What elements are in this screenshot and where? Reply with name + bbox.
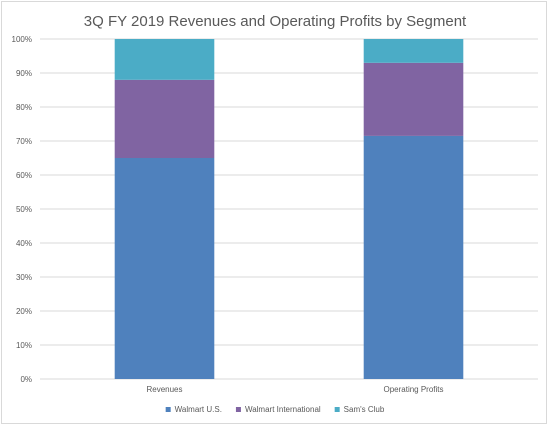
- y-tick-label: 10%: [16, 341, 32, 350]
- legend-label: Sam's Club: [344, 405, 385, 414]
- y-tick-label: 60%: [16, 171, 32, 180]
- legend: Walmart U.S. Walmart International Sam's C…: [165, 405, 385, 414]
- y-tick-label: 30%: [16, 273, 32, 282]
- legend-item: Walmart U.S.: [165, 405, 222, 414]
- bar-segment: [363, 135, 464, 379]
- y-tick-label: 90%: [16, 69, 32, 78]
- legend-item: Sam's Club: [334, 405, 385, 414]
- y-tick-label: 100%: [12, 35, 32, 44]
- y-tick-label: 0%: [20, 375, 32, 384]
- y-tick-label: 20%: [16, 307, 32, 316]
- bars: [114, 39, 464, 379]
- x-category-label: Operating Profits: [383, 385, 443, 394]
- chart-title: 3Q FY 2019 Revenues and Operating Profit…: [84, 13, 467, 30]
- bar-segment: [363, 62, 464, 136]
- x-axis-categories: Revenues Operating Profits: [146, 385, 443, 394]
- y-tick-label: 80%: [16, 103, 32, 112]
- bar-segment: [363, 39, 464, 63]
- bar-segment: [114, 39, 215, 80]
- bar-segment: [114, 79, 215, 158]
- y-tick-label: 70%: [16, 137, 32, 146]
- legend-item: Walmart International: [235, 405, 321, 414]
- legend-label: Walmart International: [245, 405, 321, 414]
- legend-swatch: [235, 407, 241, 412]
- legend-swatch: [165, 407, 171, 412]
- y-tick-label: 40%: [16, 239, 32, 248]
- legend-label: Walmart U.S.: [175, 405, 222, 414]
- bar-segment: [114, 158, 215, 379]
- y-tick-label: 50%: [16, 205, 32, 214]
- legend-swatch: [334, 407, 340, 412]
- x-category-label: Revenues: [146, 385, 182, 394]
- y-axis-ticks: 0% 10% 20% 30% 40% 50% 60% 70% 80% 90% 100%: [12, 35, 32, 384]
